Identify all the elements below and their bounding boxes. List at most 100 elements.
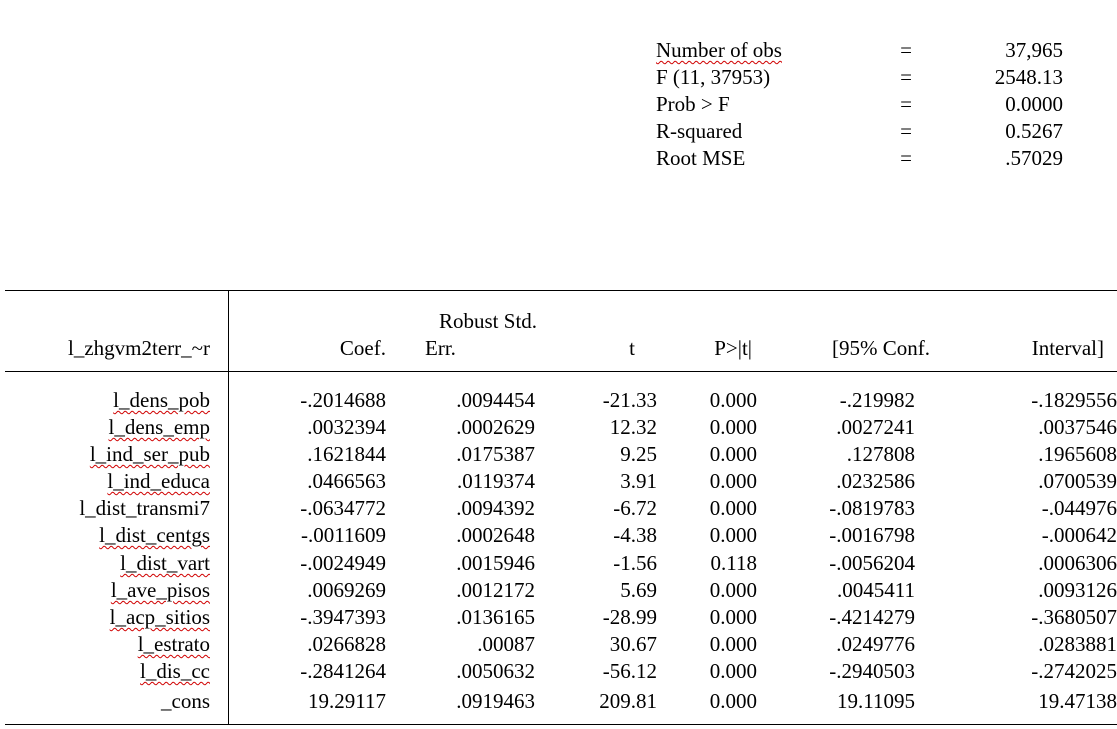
variable-name-cell: l_ave_pisos: [110, 578, 210, 602]
coef-cell: -.3947393: [300, 605, 386, 629]
p-value-cell: 0.000: [709, 578, 757, 602]
std-err-cell: .0094454: [456, 388, 535, 412]
stat-value: 2548.13: [994, 65, 1063, 89]
std-err-cell: .0002648: [456, 523, 535, 547]
p-value-cell: 0.000: [709, 442, 757, 466]
ci-high-cell: .0700539: [1038, 469, 1117, 493]
variable-name-cell: l_ind_ser_pub: [89, 442, 210, 466]
coef-cell: -.2014688: [300, 388, 386, 412]
ci-high-cell: .0283881: [1038, 632, 1117, 656]
header-depvar: l_zhgvm2terr_~r: [68, 336, 210, 360]
std-err-cell: .0094392: [456, 496, 535, 520]
stat-row-r2: R-squared = 0.5267: [656, 119, 1116, 146]
header-t: t: [629, 336, 635, 360]
coef-cell: -.0011609: [301, 523, 386, 547]
table-column-divider: [228, 290, 229, 725]
table-bottom-rule: [5, 724, 1117, 725]
ci-low-cell: -.0056204: [829, 551, 915, 575]
p-value-cell: 0.000: [709, 496, 757, 520]
header-p: P>|t|: [714, 336, 752, 360]
ci-high-cell: -.1829556: [1031, 388, 1117, 412]
variable-name-cell: l_dis_cc: [140, 659, 210, 683]
std-err-cell: .00087: [477, 632, 535, 656]
variable-name-cell: l_dist_vart: [120, 551, 210, 575]
ci-low-cell: .127808: [846, 442, 915, 466]
p-value-cell: 0.000: [709, 605, 757, 629]
ci-high-cell: .0006306: [1038, 551, 1117, 575]
p-value-cell: 0.000: [709, 415, 757, 439]
p-value-cell: 0.000: [709, 659, 757, 683]
variable-name-cell: l_dist_transmi7: [79, 496, 210, 520]
ci-low-cell: .0249776: [836, 632, 915, 656]
t-stat-cell: -6.72: [613, 496, 657, 520]
std-err-cell: .0919463: [456, 689, 535, 713]
ci-low-cell: .0027241: [836, 415, 915, 439]
std-err-cell: .0002629: [456, 415, 535, 439]
stat-equals: =: [900, 92, 912, 116]
std-err-cell: .0015946: [456, 551, 535, 575]
header-coef: Coef.: [339, 336, 386, 360]
stat-row-f: F (11, 37953) = 2548.13: [656, 65, 1116, 92]
coef-cell: .0266828: [307, 632, 386, 656]
t-stat-cell: -4.38: [613, 523, 657, 547]
coef-cell: .1621844: [307, 442, 386, 466]
ci-low-cell: .0232586: [836, 469, 915, 493]
std-err-cell: .0175387: [456, 442, 535, 466]
ci-low-cell: 19.11095: [837, 689, 915, 713]
stat-label: Prob > F: [656, 92, 730, 116]
t-stat-cell: -28.99: [602, 605, 657, 629]
ci-high-cell: .0037546: [1038, 415, 1117, 439]
stat-row-rmse: Root MSE = .57029: [656, 146, 1116, 173]
ci-low-cell: -.2940503: [829, 659, 915, 683]
p-value-cell: 0.000: [709, 632, 757, 656]
ci-high-cell: -.3680507: [1031, 605, 1117, 629]
coef-cell: -.0024949: [300, 551, 386, 575]
coef-cell: .0032394: [307, 415, 386, 439]
p-value-cell: 0.000: [709, 689, 757, 713]
variable-name-cell: l_dist_centgs: [99, 523, 210, 547]
header-se-bottom: Err.: [425, 336, 456, 360]
t-stat-cell: 5.69: [620, 578, 657, 602]
stat-value: .57029: [1005, 146, 1063, 170]
stat-value: 37,965: [1005, 38, 1063, 62]
p-value-cell: 0.000: [709, 388, 757, 412]
t-stat-cell: 9.25: [620, 442, 657, 466]
stat-label: Root MSE: [656, 146, 746, 170]
ci-high-cell: .1965608: [1038, 442, 1117, 466]
ci-high-cell: -.2742025: [1031, 659, 1117, 683]
stat-value: 0.5267: [1005, 119, 1063, 143]
header-bottom-rule: [5, 371, 1117, 372]
table-top-rule: [5, 290, 1117, 291]
ci-high-cell: -.044976: [1041, 496, 1117, 520]
coef-cell: -.0634772: [300, 496, 386, 520]
t-stat-cell: 30.67: [609, 632, 657, 656]
variable-name-cell: l_ind_educa: [107, 469, 210, 493]
p-value-cell: 0.118: [710, 551, 757, 575]
std-err-cell: .0136165: [456, 605, 535, 629]
variable-name-cell: _cons: [161, 689, 210, 713]
stat-equals: =: [900, 119, 912, 143]
ci-low-cell: -.219982: [839, 388, 915, 412]
ci-low-cell: .0045411: [837, 578, 915, 602]
std-err-cell: .0012172: [456, 578, 535, 602]
t-stat-cell: 12.32: [609, 415, 657, 439]
t-stat-cell: 209.81: [599, 689, 657, 713]
variable-name-cell: l_dens_emp: [108, 415, 210, 439]
p-value-cell: 0.000: [709, 469, 757, 493]
stat-label: R-squared: [656, 119, 743, 143]
ci-high-cell: .0093126: [1038, 578, 1117, 602]
t-stat-cell: -1.56: [613, 551, 657, 575]
ci-low-cell: -.0819783: [829, 496, 915, 520]
stat-value: 0.0000: [1005, 92, 1063, 116]
header-se-top: Robust Std.: [439, 309, 538, 333]
t-stat-cell: -56.12: [602, 659, 657, 683]
stat-label: Number of obs: [656, 38, 782, 62]
stat-equals: =: [900, 146, 912, 170]
stat-row-nobs: Number of obs = 37,965: [656, 38, 1116, 65]
ci-low-cell: -.4214279: [829, 605, 915, 629]
variable-name-cell: l_estrato: [137, 632, 210, 656]
stat-equals: =: [900, 65, 912, 89]
ci-low-cell: -.0016798: [829, 523, 915, 547]
variable-name-cell: l_dens_pob: [113, 388, 210, 412]
regression-summary: Number of obs = 37,965 F (11, 37953) = 2…: [656, 38, 1116, 173]
